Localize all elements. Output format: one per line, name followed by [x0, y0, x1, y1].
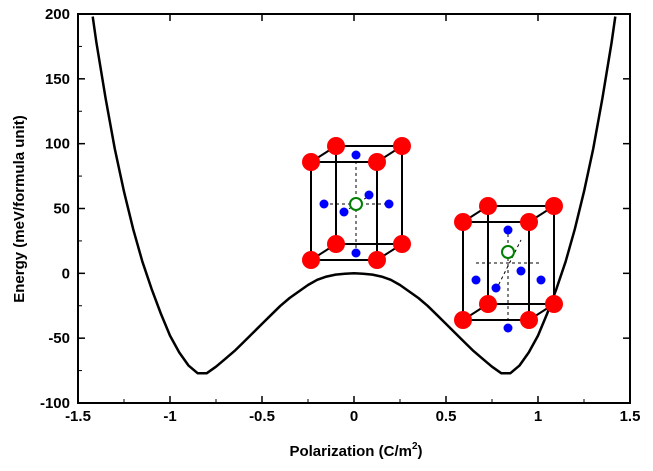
x-tick-label: -1: [163, 408, 176, 425]
cell-front-face: [310, 161, 378, 261]
y-tick-label: 150: [45, 71, 70, 88]
x-axis-label-superscript: 2: [412, 441, 418, 452]
x-tick-label: 0.5: [436, 408, 457, 425]
y-tick-label: -100: [40, 395, 70, 412]
corner-atoms: [454, 197, 563, 329]
center-atom-icon: [349, 197, 363, 211]
face-atoms: [471, 225, 546, 333]
corner-atoms: [302, 137, 411, 269]
x-tick-label: 1.5: [620, 408, 641, 425]
y-axis-label: Energy (meV/formula unit): [11, 115, 28, 303]
x-axis-label: Polarization (C/m2): [289, 441, 422, 460]
centrosymmetric-unit-cell-icon: [302, 137, 411, 269]
x-tick-label: 1: [534, 408, 542, 425]
energy-curve: [91, 16, 617, 375]
y-tick-label: 50: [53, 201, 70, 218]
y-tick-label: 200: [45, 6, 70, 23]
y-tick-label: 0: [62, 265, 70, 282]
y-tick-label: 100: [45, 136, 70, 153]
center-atom-icon: [501, 245, 515, 259]
ticks: -1.5 -1 -0.5 0 0.5 1 1.5 -100 -50 0 50 100 150 200: [40, 6, 640, 425]
x-axis-label-main: Polarization (C/m: [289, 443, 412, 460]
cell-front-face: [462, 221, 530, 321]
polar-unit-cell-icon: [454, 197, 563, 333]
x-tick-label: -0.5: [249, 408, 275, 425]
series-layer: [91, 16, 617, 375]
cell-back-face: [335, 145, 403, 245]
x-tick-label: -1.5: [65, 408, 91, 425]
cell-back-face: [487, 205, 555, 305]
x-axis-label-end: ): [418, 443, 423, 460]
x-tick-label: 0: [350, 408, 358, 425]
y-tick-label: -50: [48, 330, 70, 347]
face-atoms: [319, 150, 394, 258]
